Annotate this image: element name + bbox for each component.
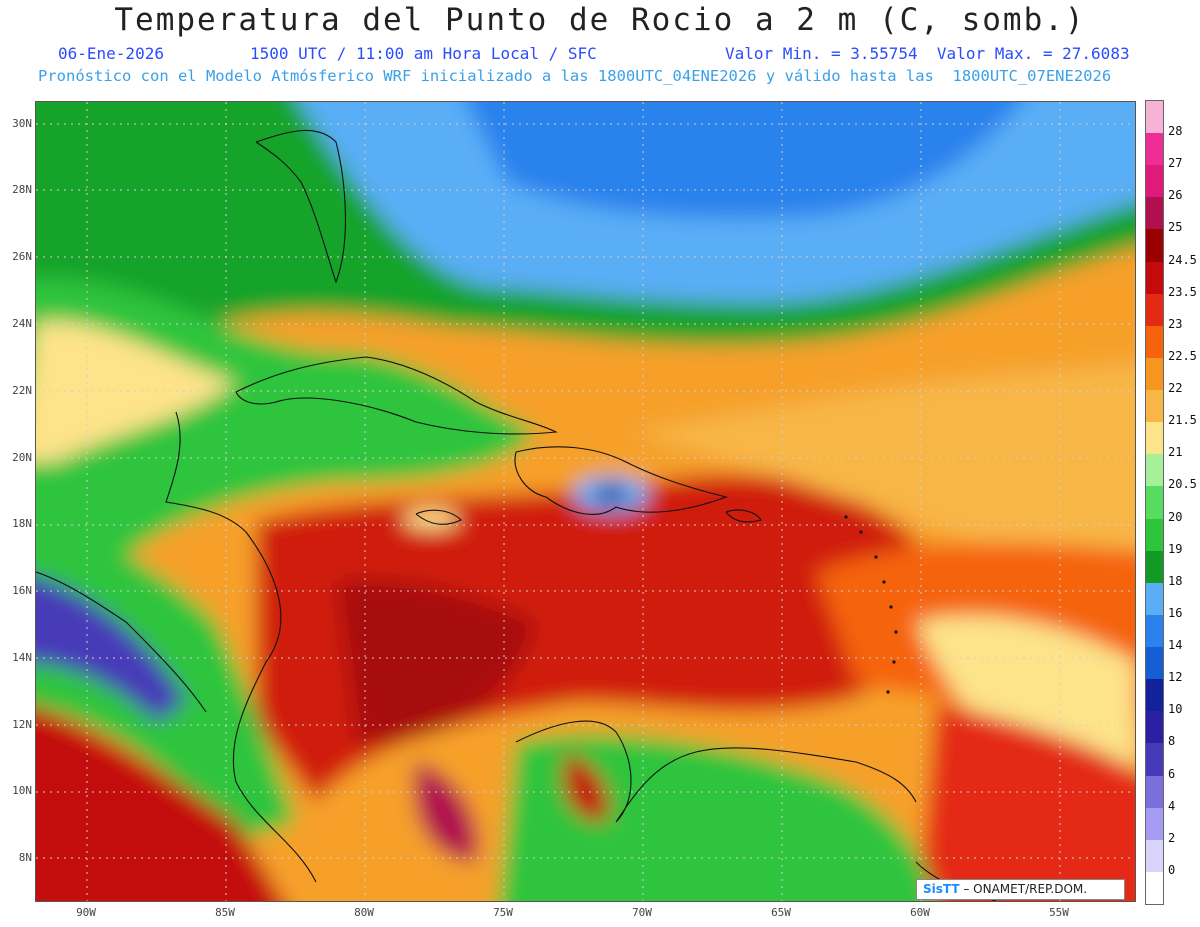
colorbar-segment bbox=[1146, 229, 1163, 263]
colorbar-segment bbox=[1146, 357, 1163, 391]
credit-box: SisTT – ONAMET/REP.DOM. bbox=[916, 879, 1125, 900]
colorbar-label: 19 bbox=[1168, 541, 1183, 556]
colorbar-label: 10 bbox=[1168, 702, 1183, 717]
map-canvas bbox=[36, 102, 1135, 901]
colorbar-segment bbox=[1146, 550, 1163, 584]
lat-label: 24N bbox=[12, 317, 32, 330]
colorbar-label: 4 bbox=[1168, 798, 1176, 813]
colorbar-segment bbox=[1146, 325, 1163, 359]
colorbar-label: 20 bbox=[1168, 509, 1183, 524]
colorbar-segment bbox=[1146, 582, 1163, 616]
lon-label: 80W bbox=[354, 906, 374, 919]
coastlines bbox=[36, 129, 997, 901]
colorbar-label: 28 bbox=[1168, 124, 1183, 139]
colorbar-segment bbox=[1146, 454, 1163, 487]
colorbar-segment bbox=[1146, 871, 1163, 905]
lat-label: 12N bbox=[12, 718, 32, 731]
colorbar-segment bbox=[1146, 133, 1163, 166]
colorbar-segment bbox=[1146, 647, 1163, 680]
colorbar-segment bbox=[1146, 197, 1163, 230]
colorbar-label: 24.5 bbox=[1168, 252, 1197, 267]
colorbar-label: 23 bbox=[1168, 316, 1183, 331]
forecast-date: 06-Ene-2026 bbox=[58, 44, 164, 63]
colorbar-label: 6 bbox=[1168, 766, 1176, 781]
lat-label: 30N bbox=[12, 117, 32, 130]
dewpoint-map bbox=[35, 101, 1136, 902]
lat-label: 26N bbox=[12, 250, 32, 263]
lon-label: 75W bbox=[493, 906, 513, 919]
colorbar-segment bbox=[1146, 261, 1163, 295]
colorbar-label: 18 bbox=[1168, 573, 1183, 588]
lat-label: 14N bbox=[12, 651, 32, 664]
colorbar-segment bbox=[1146, 679, 1163, 712]
colorbar-segment bbox=[1146, 743, 1163, 776]
colorbar-label: 8 bbox=[1168, 734, 1176, 749]
colorbar-segment bbox=[1146, 390, 1163, 423]
colorbar-label: 25 bbox=[1168, 220, 1183, 235]
colorbar bbox=[1145, 100, 1164, 905]
colorbar-label: 22 bbox=[1168, 381, 1183, 396]
colorbar-label: 14 bbox=[1168, 638, 1183, 653]
colorbar-segment bbox=[1146, 807, 1163, 841]
lat-label: 28N bbox=[12, 183, 32, 196]
map-title: Temperatura del Punto de Rocio a 2 m (C,… bbox=[114, 2, 1086, 38]
lon-label: 55W bbox=[1049, 906, 1069, 919]
lat-label: 22N bbox=[12, 384, 32, 397]
colorbar-segment bbox=[1146, 839, 1163, 873]
colorbar-segment bbox=[1146, 165, 1163, 198]
lon-label: 60W bbox=[910, 906, 930, 919]
credit-text: – ONAMET/REP.DOM. bbox=[959, 882, 1088, 896]
colorbar-label: 27 bbox=[1168, 156, 1183, 171]
lat-label: 8N bbox=[18, 851, 32, 864]
colorbar-segment bbox=[1146, 518, 1163, 552]
lon-label: 90W bbox=[76, 906, 96, 919]
colorbar-label: 21.5 bbox=[1168, 413, 1197, 428]
colorbar-label: 20.5 bbox=[1168, 477, 1197, 492]
lon-label: 65W bbox=[771, 906, 791, 919]
colorbar-label: 21 bbox=[1168, 445, 1183, 460]
lon-label: 70W bbox=[632, 906, 652, 919]
colorbar-segment bbox=[1146, 101, 1163, 134]
lat-label: 20N bbox=[12, 451, 32, 464]
colorbar-label: 26 bbox=[1168, 188, 1183, 203]
colorbar-segment bbox=[1146, 711, 1163, 744]
colorbar-segment bbox=[1146, 775, 1163, 809]
colorbar-label: 12 bbox=[1168, 670, 1183, 685]
lesser-antilles bbox=[844, 515, 898, 694]
lat-label: 10N bbox=[12, 784, 32, 797]
dewpoint-field bbox=[36, 102, 1135, 901]
colorbar-label: 23.5 bbox=[1168, 284, 1197, 299]
colorbar-segment bbox=[1146, 293, 1163, 327]
brand-logo: SisTT bbox=[923, 882, 960, 896]
lon-label: 85W bbox=[215, 906, 235, 919]
model-info: Pronóstico con el Modelo Atmósferico WRF… bbox=[38, 67, 1112, 85]
lat-label: 18N bbox=[12, 517, 32, 530]
colorbar-segment bbox=[1146, 486, 1163, 520]
colorbar-label: 2 bbox=[1168, 830, 1176, 845]
colorbar-label: 0 bbox=[1168, 862, 1176, 877]
colorbar-label: 22.5 bbox=[1168, 348, 1197, 363]
graticule bbox=[36, 102, 1135, 901]
colorbar-segment bbox=[1146, 422, 1163, 455]
colorbar-segment bbox=[1146, 614, 1163, 648]
forecast-time: 1500 UTC / 11:00 am Hora Local / SFC bbox=[250, 44, 597, 63]
lat-label: 16N bbox=[12, 584, 32, 597]
value-range: Valor Min. = 3.55754 Valor Max. = 27.608… bbox=[725, 44, 1130, 63]
colorbar-label: 16 bbox=[1168, 605, 1183, 620]
